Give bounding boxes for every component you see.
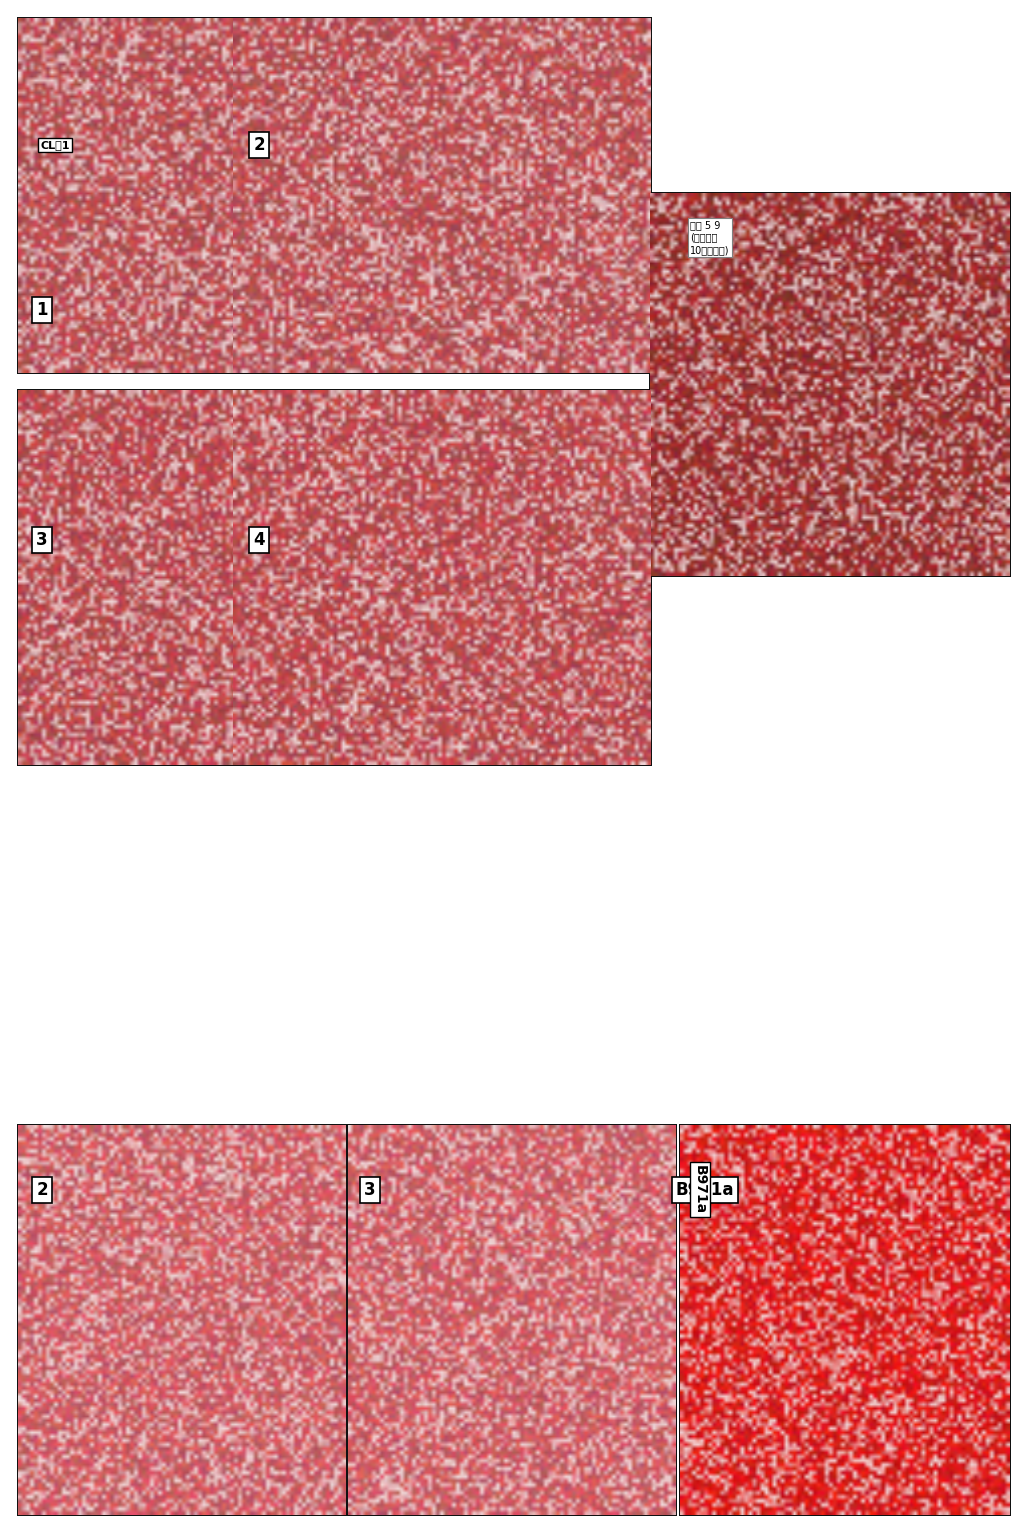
Text: 1: 1 — [36, 301, 48, 320]
Text: B971a: B971a — [693, 1165, 707, 1214]
Bar — [17, 17, 319, 373]
Text: 3: 3 — [365, 1180, 376, 1199]
Text: CL去1: CL去1 — [40, 140, 70, 151]
Text: B971a: B971a — [676, 1180, 734, 1199]
Text: 田渕 5 9
(生前体重
10・・・・): 田渕 5 9 (生前体重 10・・・・) — [690, 220, 729, 255]
Text: 3: 3 — [36, 530, 48, 549]
Bar — [649, 192, 1011, 576]
Bar — [17, 389, 319, 765]
Text: 4: 4 — [253, 530, 265, 549]
Bar — [232, 17, 652, 373]
Text: 2: 2 — [36, 1180, 48, 1199]
Bar — [232, 389, 652, 765]
Bar — [17, 1124, 347, 1515]
Bar — [347, 1124, 677, 1515]
Bar — [679, 1124, 1011, 1515]
Text: 2: 2 — [253, 135, 265, 154]
